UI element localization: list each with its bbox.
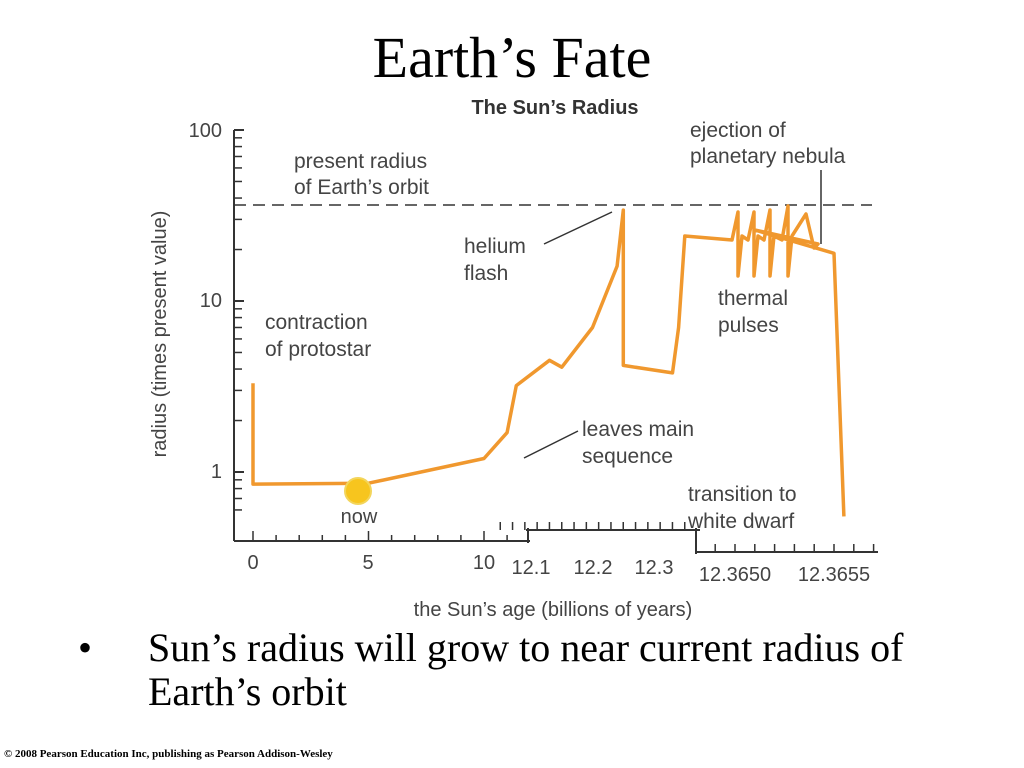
now-label: now: [341, 506, 378, 528]
x-tick-label: 12.2: [574, 557, 613, 579]
annotation-line: thermal: [718, 287, 788, 310]
annotation-line: present radius: [294, 150, 427, 173]
annotation-line: leaves main: [582, 418, 694, 441]
x-axis: [234, 528, 878, 554]
annotation-protostar: contraction of protostar: [265, 311, 374, 361]
sun-radius-chart: The Sun’s Radius 1 10 100 radius (times …: [149, 97, 878, 621]
x-tick-label: 5: [362, 552, 373, 574]
x-axis-label: the Sun’s age (billions of years): [414, 599, 693, 621]
annotation-white-dwarf: transition to white dwarf: [687, 483, 802, 533]
annotation-line: white dwarf: [687, 510, 794, 533]
annotation-thermal-pulses: thermal pulses: [718, 287, 794, 337]
annotation-line: flash: [464, 262, 508, 285]
leader-main-sequence: [523, 430, 579, 459]
annotation-line: contraction: [265, 311, 368, 334]
x-tick-label: 10: [473, 552, 495, 574]
leader-helium-flash: [543, 211, 613, 245]
x-tick-label: 12.3: [635, 557, 674, 579]
now-marker: [344, 477, 372, 505]
y-tick-label: 100: [189, 120, 222, 142]
y-tick-label: 10: [200, 290, 222, 312]
annotation-nebula: ejection of planetary nebula: [690, 119, 846, 168]
annotation-main-sequence: leaves main sequence: [582, 418, 700, 468]
bullet-text: Sun’s radius will grow to near current r…: [148, 625, 904, 714]
x-tick-label: 12.3650: [699, 564, 771, 586]
y-axis-minor-ticks: [234, 129, 244, 511]
y-axis-label: radius (times present value): [149, 211, 171, 458]
copyright-footer: © 2008 Pearson Education Inc, publishing…: [4, 748, 333, 760]
chart-title: The Sun’s Radius: [471, 97, 638, 119]
annotation-line: helium: [464, 235, 526, 258]
annotation-line: planetary nebula: [690, 145, 846, 168]
annotation-line: transition to: [688, 483, 797, 506]
y-tick-label: 1: [211, 461, 222, 483]
sun-radius-curve: [251, 204, 846, 517]
annotation-line: of protostar: [265, 338, 371, 361]
bullet-symbol: •: [78, 625, 93, 670]
annotation-line: pulses: [718, 314, 779, 337]
annotation-earth-orbit: present radius of Earth’s orbit: [294, 150, 433, 199]
annotation-line: of Earth’s orbit: [294, 176, 429, 199]
annotation-helium-flash: helium flash: [464, 235, 532, 285]
x-tick-label: 12.3655: [798, 564, 870, 586]
annotation-line: ejection of: [690, 119, 786, 142]
x-axis-ticks: [252, 522, 875, 552]
x-tick-label: 12.1: [512, 557, 551, 579]
annotation-line: sequence: [582, 445, 673, 468]
x-tick-label: 0: [247, 552, 258, 574]
slide-title: Earth’s Fate: [372, 25, 652, 90]
